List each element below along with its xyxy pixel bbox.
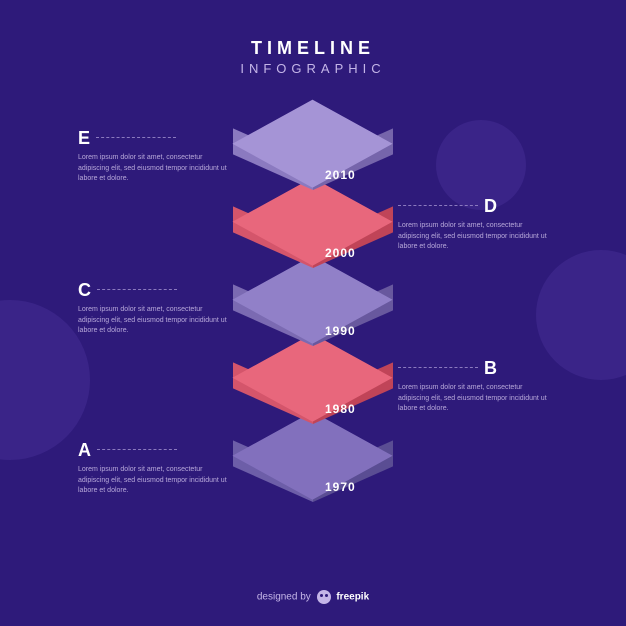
callout-body: Lorem ipsum dolor sit amet, consectetur … — [78, 153, 228, 185]
callout-letter: E — [78, 128, 90, 149]
callout-body: Lorem ipsum dolor sit amet, consectetur … — [78, 465, 228, 497]
callout-letter: B — [484, 358, 497, 379]
callout-b: B Lorem ipsum dolor sit amet, consectetur… — [398, 358, 548, 415]
slab-year: 1970 — [325, 480, 356, 494]
slab-year: 2000 — [325, 246, 356, 260]
callout-letter: D — [484, 196, 497, 217]
isometric-stack: .slab:nth-child(1) .top::before{backgrou… — [233, 118, 393, 538]
connector-line — [97, 449, 177, 450]
footer-brand: freepik — [336, 592, 369, 603]
callout-a: A Lorem ipsum dolor sit amet, consectetur… — [78, 440, 228, 497]
callout-letter: A — [78, 440, 91, 461]
footer: designed by freepik — [0, 590, 626, 604]
callout-body: Lorem ipsum dolor sit amet, consectetur … — [398, 221, 548, 253]
page-title: TIMELINE — [0, 38, 626, 59]
connector-line — [398, 205, 478, 206]
footer-prefix: designed by — [257, 592, 311, 603]
slab-year: 1980 — [325, 402, 356, 416]
timeline-slab: .slab:nth-child(1) .top::before{backgrou… — [233, 118, 393, 213]
callout-e: E Lorem ipsum dolor sit amet, consectetur… — [78, 128, 228, 185]
callout-letter: C — [78, 280, 91, 301]
connector-line — [96, 137, 176, 138]
mascot-icon — [317, 590, 331, 604]
callout-d: D Lorem ipsum dolor sit amet, consectetur… — [398, 196, 548, 253]
bg-circle — [0, 300, 90, 460]
callout-body: Lorem ipsum dolor sit amet, consectetur … — [398, 383, 548, 415]
slab-year: 2010 — [325, 168, 356, 182]
connector-line — [97, 289, 177, 290]
callout-body: Lorem ipsum dolor sit amet, consectetur … — [78, 305, 228, 337]
bg-circle — [536, 250, 626, 380]
header: TIMELINE INFOGRAPHIC — [0, 0, 626, 76]
callout-c: C Lorem ipsum dolor sit amet, consectetur… — [78, 280, 228, 337]
connector-line — [398, 367, 478, 368]
slab-year: 1990 — [325, 324, 356, 338]
page-subtitle: INFOGRAPHIC — [0, 61, 626, 76]
